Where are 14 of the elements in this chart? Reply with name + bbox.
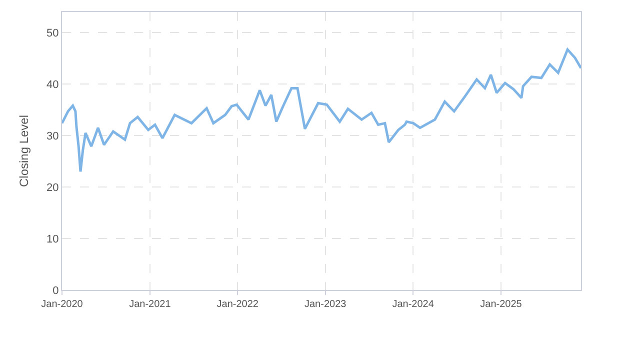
- x-tick-label: Jan-2020: [41, 299, 84, 310]
- x-tick-label: Jan-2023: [304, 299, 347, 310]
- line-series: [62, 48, 581, 173]
- y-axis-title: Closing Level: [17, 114, 31, 188]
- x-tick-label: Jan-2022: [216, 299, 259, 310]
- y-tick-label: 30: [46, 130, 59, 142]
- x-tick-label: Jan-2021: [129, 299, 172, 310]
- y-tick-label: 20: [46, 182, 59, 194]
- y-tick-label: 40: [46, 78, 59, 91]
- x-tick-label: Jan-2024: [392, 299, 434, 310]
- y-tick-label: 0: [52, 284, 59, 297]
- y-tick-label: 50: [46, 27, 59, 40]
- x-tick-label: Jan-2025: [480, 299, 522, 310]
- y-tick-label: 10: [46, 233, 59, 246]
